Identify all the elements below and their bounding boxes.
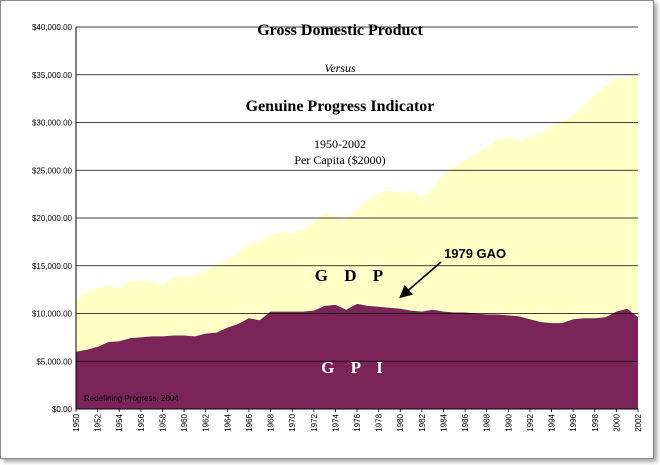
chart-title-2: Genuine Progress Indicator [246,98,435,115]
x-tick-label: 1958 [158,413,167,431]
y-tick-label: $20,000.00 [32,214,73,223]
x-tick-label: 1984 [439,413,448,431]
chart-unit: Per Capita ($2000) [294,153,385,167]
x-tick-label: 1960 [180,413,189,431]
y-tick-label: $35,000.00 [32,71,73,80]
annotation-arrow [399,261,442,299]
x-tick-label: 1996 [569,413,578,431]
x-tick-label: 1962 [202,413,211,431]
x-tick-label: 1966 [245,413,254,431]
x-tick-label: 1998 [591,413,600,431]
series-areas [76,74,638,410]
area-gpi [76,303,638,409]
x-tick-label: 1972 [310,413,319,431]
x-tick-label: 1976 [353,413,362,431]
chart-title: Gross Domestic Product [257,22,423,39]
x-tick-label: 1970 [288,413,297,431]
x-tick-label: 1956 [137,413,146,431]
x-tick-label: 1990 [504,413,513,431]
gpi-series-label: G P I [321,358,389,377]
source-note: Redefining Progress, 2004 [84,394,179,403]
gridlines [76,26,638,362]
x-axis-ticks: 1950 1952 1954 1956 1958 1960 1962 1964 1966 1968… [72,409,643,432]
x-tick-label: 1950 [72,413,81,431]
x-tick-label: 2000 [612,413,621,431]
y-tick-label: $25,000.00 [32,166,73,175]
annotation-label: 1979 GAO [444,246,506,261]
chart-period: 1950-2002 [314,137,366,151]
x-tick-label: 1974 [331,413,340,431]
x-tick-label: 1978 [375,413,384,431]
x-tick-label: 1994 [548,413,557,431]
x-tick-label: 1982 [418,413,427,431]
x-tick-label: 2002 [634,413,643,431]
y-tick-label: $30,000.00 [32,119,73,128]
x-tick-label: 1952 [94,413,103,431]
y-tick-label: $0.00 [52,405,73,414]
y-tick-label: $10,000.00 [32,310,73,319]
y-tick-label: $15,000.00 [32,262,73,271]
y-tick-label: $5,000.00 [36,357,72,366]
y-tick-label: $40,000.00 [32,23,73,32]
x-tick-label: 1968 [267,413,276,431]
y-axis-ticks: $0.00 $5,000.00 $10,000.00 $15,000.00 $20,00… [32,23,73,414]
x-tick-label: 1954 [115,413,124,431]
gdp-series-label: G D P [315,266,389,285]
chart-versus: Versus [324,61,356,75]
x-tick-label: 1964 [223,413,232,431]
x-tick-label: 1986 [461,413,470,431]
x-tick-label: 1988 [483,413,492,431]
x-tick-label: 1980 [396,413,405,431]
x-tick-label: 1992 [526,413,535,431]
